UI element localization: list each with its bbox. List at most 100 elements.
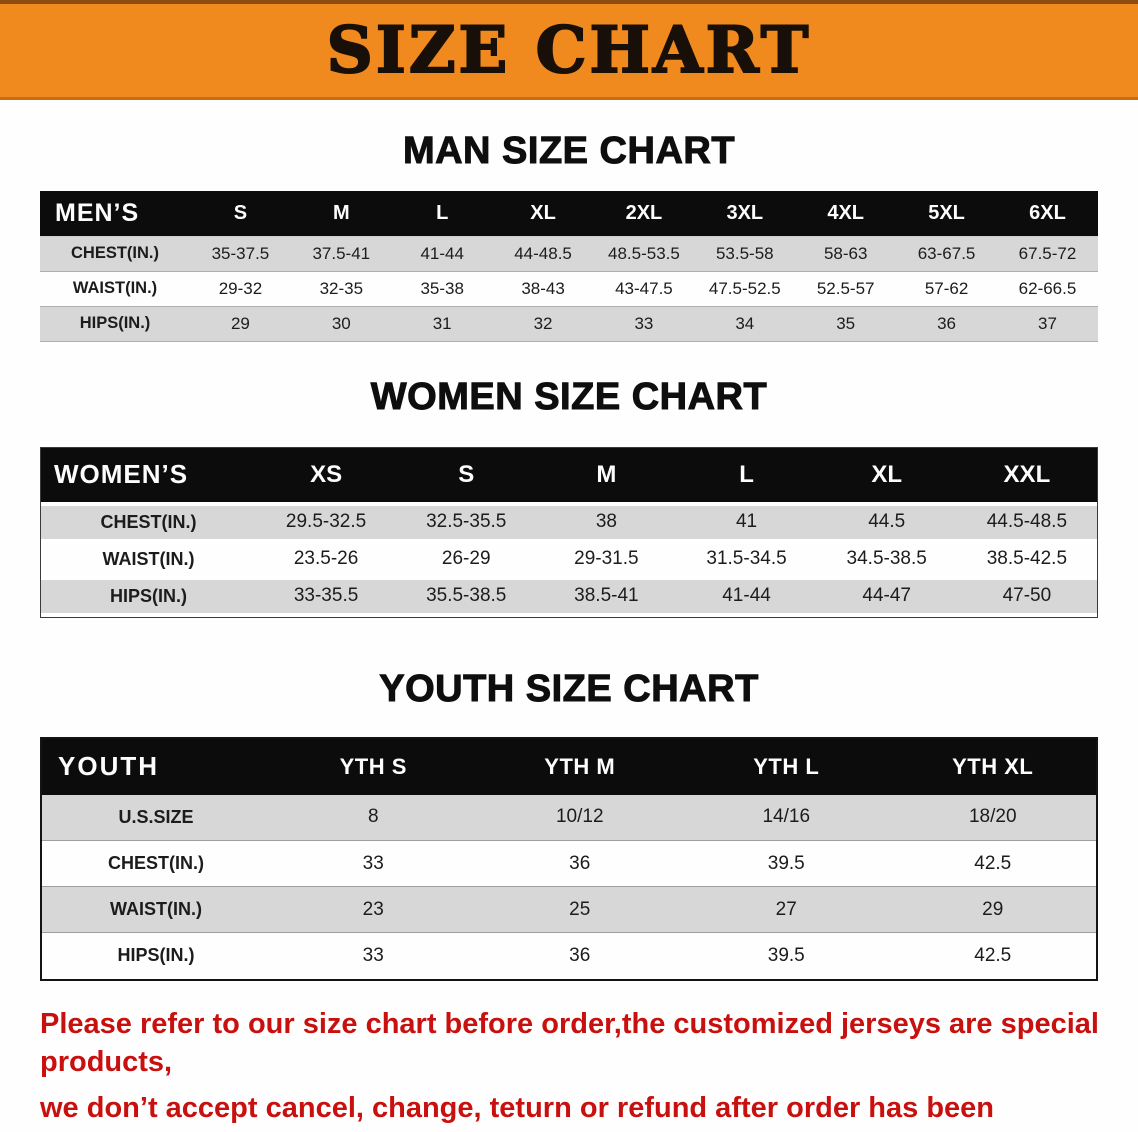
size-value-cell: 42.5 bbox=[889, 840, 1096, 887]
women-size-chart-heading: WOMEN SIZE CHART bbox=[370, 375, 768, 418]
size-column-header: S bbox=[190, 191, 291, 236]
size-value-cell: 34 bbox=[694, 306, 796, 342]
size-column-header: XL bbox=[816, 447, 957, 506]
size-value-cell: 38-43 bbox=[492, 271, 594, 307]
size-column-header: XS bbox=[256, 447, 397, 506]
table-group-label: WOMEN’S bbox=[41, 447, 256, 506]
size-column-header: YTH L bbox=[683, 738, 890, 795]
man-size-chart-heading: MAN SIZE CHART bbox=[402, 130, 736, 173]
size-value-cell: 41-44 bbox=[391, 235, 493, 272]
size-value-cell: 35-37.5 bbox=[190, 235, 291, 272]
size-value-cell: 29 bbox=[190, 306, 291, 342]
size-value-cell: 44-47 bbox=[816, 575, 957, 617]
size-value-cell: 41-44 bbox=[676, 575, 817, 617]
size-value-cell: 43-47.5 bbox=[593, 271, 695, 307]
measurement-label-cell: CHEST(IN.) bbox=[40, 235, 190, 272]
size-value-cell: 63-67.5 bbox=[896, 235, 997, 272]
size-value-cell: 8 bbox=[270, 794, 477, 841]
size-value-cell: 48.5-53.5 bbox=[593, 235, 695, 272]
women-size-section: WOMEN SIZE CHART WOMEN’S XS S M L XL XXL CHEST(… bbox=[0, 375, 1138, 618]
measurement-label-cell: WAIST(IN.) bbox=[42, 886, 270, 933]
measurement-row: CHEST(IN.) 33 36 39.5 42.5 bbox=[42, 840, 1096, 887]
header-row: YOUTH YTH S YTH M YTH L YTH XL bbox=[42, 738, 1096, 795]
size-value-cell: 33 bbox=[362, 944, 384, 966]
size-value-cell: 18/20 bbox=[889, 794, 1096, 841]
table-group-label: YOUTH bbox=[42, 738, 270, 795]
size-value-cell: 29-32 bbox=[190, 271, 291, 307]
measurement-row: HIPS(IN.) 33 36 39.5 42.5 bbox=[42, 933, 1096, 979]
size-value-cell: 36 bbox=[896, 306, 997, 342]
size-value-cell: 33-35.5 bbox=[256, 575, 397, 617]
size-column-header: YTH XL bbox=[889, 738, 1096, 795]
size-value-cell: 52.5-57 bbox=[795, 271, 897, 307]
size-value-cell: 26-29 bbox=[396, 538, 537, 580]
size-value-cell: 37.5-41 bbox=[290, 235, 392, 272]
size-column-header: 6XL bbox=[997, 191, 1098, 236]
measurement-row: HIPS(IN.) 33-35.5 35.5-38.5 38.5-41 41-44 44-… bbox=[41, 575, 1097, 617]
size-value-cell: 33 bbox=[270, 840, 477, 887]
banner: SIZE CHART bbox=[0, 0, 1138, 100]
size-column-header: S bbox=[396, 447, 537, 506]
measurement-label-cell: WAIST(IN.) bbox=[40, 271, 190, 307]
size-value-cell: 42.5 bbox=[974, 944, 1012, 966]
size-column-header: YTH M bbox=[476, 738, 683, 795]
size-value-cell: 32-35 bbox=[290, 271, 392, 307]
size-column-header: M bbox=[536, 447, 677, 506]
table-group-label: MEN’S bbox=[40, 191, 190, 236]
header-row: WOMEN’S XS S M L XL XXL bbox=[41, 447, 1097, 506]
header-row: MEN’S S M L XL 2XL 3XL 4XL 5XL 6XL bbox=[40, 191, 1098, 236]
measurement-label-cell: U.S.SIZE bbox=[42, 794, 270, 841]
measurement-label-cell: HIPS(IN.) bbox=[41, 575, 256, 617]
footnote-line-1: Please refer to our size chart before or… bbox=[40, 1007, 1099, 1078]
size-value-cell: 62-66.5 bbox=[997, 271, 1098, 307]
size-value-cell: 31 bbox=[391, 306, 493, 342]
size-value-cell: 38 bbox=[536, 501, 677, 543]
size-value-cell: 41 bbox=[676, 501, 817, 543]
size-column-header: YTH S bbox=[270, 738, 477, 795]
size-column-header: XL bbox=[492, 191, 594, 236]
size-value-cell: 47.5-52.5 bbox=[694, 271, 796, 307]
size-value-cell: 57-62 bbox=[896, 271, 997, 307]
size-value-cell: 27 bbox=[683, 886, 890, 933]
size-value-cell: 44.5 bbox=[816, 501, 957, 543]
size-value-cell: 37 bbox=[997, 306, 1098, 342]
size-value-cell: 38.5-41 bbox=[536, 575, 677, 617]
size-value-cell: 32.5-35.5 bbox=[396, 501, 537, 543]
youth-size-table: YOUTH YTH S YTH M YTH L YTH XL U.S.SIZE 8 10/12… bbox=[42, 738, 1096, 979]
measurement-label-cell: HIPS(IN.) bbox=[40, 306, 190, 342]
women-size-table: WOMEN’S XS S M L XL XXL CHEST(IN.) 29.5-32.5 32.5… bbox=[41, 447, 1097, 617]
women-table-frame: WOMEN’S XS S M L XL XXL CHEST(IN.) 29.5-32.5 32.5… bbox=[40, 446, 1098, 618]
size-column-header: XXL bbox=[956, 447, 1097, 506]
footnote: Please refer to our size chart before or… bbox=[40, 1005, 1100, 1132]
size-value-cell: 44.5-48.5 bbox=[956, 501, 1097, 543]
size-value-cell: 35-38 bbox=[391, 271, 493, 307]
measurement-row: CHEST(IN.) 35-37.5 37.5-41 41-44 44-48.5 48.5… bbox=[40, 235, 1098, 272]
size-column-header: 3XL bbox=[694, 191, 796, 236]
size-value-cell: 32 bbox=[492, 306, 594, 342]
size-value-cell: 14/16 bbox=[683, 794, 890, 841]
size-value-cell: 38.5-42.5 bbox=[956, 538, 1097, 580]
measurement-row: WAIST(IN.) 23.5-26 26-29 29-31.5 31.5-34.5 34… bbox=[41, 538, 1097, 580]
youth-table-frame: YOUTH YTH S YTH M YTH L YTH XL U.S.SIZE 8 10/12… bbox=[40, 736, 1098, 981]
measurement-label-cell: HIPS(IN.) bbox=[117, 945, 195, 966]
size-value-cell: 39.5 bbox=[683, 840, 890, 887]
page-title: SIZE CHART bbox=[326, 12, 812, 89]
size-value-cell: 34.5-38.5 bbox=[816, 538, 957, 580]
size-value-cell: 10/12 bbox=[476, 794, 683, 841]
size-value-cell: 30 bbox=[290, 306, 392, 342]
size-value-cell: 36 bbox=[569, 944, 591, 966]
size-column-header: L bbox=[391, 191, 493, 236]
size-value-cell: 47-50 bbox=[956, 575, 1097, 617]
measurement-row: WAIST(IN.) 23 25 27 29 bbox=[42, 886, 1096, 933]
footnote-line-2: we don’t accept cancel, change, teturn o… bbox=[40, 1092, 994, 1132]
size-value-cell: 39.5 bbox=[767, 944, 805, 966]
size-value-cell: 25 bbox=[476, 886, 683, 933]
measurement-row: CHEST(IN.) 29.5-32.5 32.5-35.5 38 41 44.5 44.5… bbox=[41, 501, 1097, 543]
size-column-header: L bbox=[676, 447, 817, 506]
measurement-row: U.S.SIZE 8 10/12 14/16 18/20 bbox=[42, 794, 1096, 841]
size-value-cell: 53.5-58 bbox=[694, 235, 796, 272]
size-value-cell: 67.5-72 bbox=[997, 235, 1098, 272]
measurement-label-cell: CHEST(IN.) bbox=[41, 501, 256, 543]
size-value-cell: 35.5-38.5 bbox=[396, 575, 537, 617]
